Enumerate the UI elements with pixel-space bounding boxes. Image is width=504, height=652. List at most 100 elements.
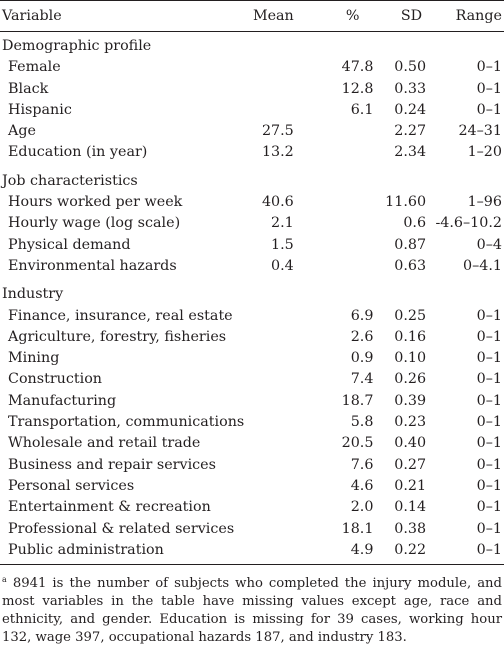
- table-footnote: a 8941 is the number of subjects who com…: [2, 575, 502, 647]
- table-row: Environmental hazards 0.4 0.63 0–4.1: [0, 256, 504, 277]
- cell-range: 0–1: [476, 456, 502, 473]
- section-title: Industry: [2, 286, 64, 303]
- table-row: Transportation, communications 5.8 0.23 0–1: [0, 412, 504, 433]
- header-variable: Variable: [2, 8, 62, 24]
- cell-variable: Female: [8, 59, 61, 76]
- cell-range: 0–1: [476, 499, 502, 516]
- cell-sd: 0.14: [394, 499, 427, 516]
- cell-variable: Wholesale and retail trade: [8, 435, 201, 452]
- cell-variable: Professional & related services: [8, 520, 235, 537]
- descriptive-statistics-table: Variable Mean % SD Range Demographic pro…: [0, 0, 504, 566]
- cell-sd: 0.16: [394, 328, 427, 345]
- cell-mean: [244, 391, 294, 412]
- cell-mean: [244, 57, 294, 78]
- cell-pct: [294, 192, 374, 213]
- table-header-row: Variable Mean % SD Range: [0, 1, 504, 32]
- cell-sd: 0.87: [394, 236, 427, 253]
- header-range: Range: [455, 8, 502, 24]
- cell-mean: [244, 455, 294, 476]
- cell-range: 24–31: [458, 123, 502, 140]
- section-header-row: Job characteristics: [0, 164, 504, 192]
- table-body: Demographic profile Female 47.8 0.50 0–1 Blac…: [0, 32, 504, 565]
- cell-mean: [244, 497, 294, 518]
- cell-mean: 27.5: [261, 123, 294, 140]
- cell-pct: 2.0: [350, 499, 374, 516]
- table-row: Entertainment & recreation 2.0 0.14 0–1: [0, 497, 504, 518]
- cell-variable: Personal services: [8, 477, 135, 494]
- cell-pct: 5.8: [350, 414, 374, 431]
- cell-mean: 40.6: [261, 194, 294, 211]
- header-mean: Mean: [252, 8, 294, 24]
- cell-pct: 7.4: [350, 371, 374, 388]
- cell-range: 0–1: [476, 350, 502, 367]
- cell-sd: 0.10: [394, 350, 427, 367]
- cell-range: 0–1: [476, 435, 502, 452]
- cell-pct: 2.6: [350, 328, 374, 345]
- cell-mean: 0.4: [271, 257, 294, 274]
- cell-sd: 0.22: [394, 541, 427, 558]
- cell-sd: 2.34: [394, 144, 427, 161]
- cell-range: 0–1: [476, 520, 502, 537]
- cell-pct: 4.6: [350, 477, 374, 494]
- cell-sd: 0.40: [394, 435, 427, 452]
- cell-pct: 47.8: [341, 59, 374, 76]
- table-row: Education (in year) 13.2 2.34 1–20: [0, 142, 504, 163]
- cell-sd: 0.21: [394, 477, 427, 494]
- section-header-row: Demographic profile: [0, 32, 504, 58]
- cell-pct: 12.8: [341, 80, 374, 97]
- cell-range: 0–4: [476, 236, 502, 253]
- cell-pct: [294, 235, 374, 256]
- cell-range: -4.6–10.2: [435, 215, 502, 232]
- cell-mean: [244, 519, 294, 540]
- cell-mean: 2.1: [271, 215, 294, 232]
- cell-sd: 0.26: [394, 371, 427, 388]
- cell-pct: [294, 213, 374, 234]
- cell-sd: 0.63: [394, 257, 427, 274]
- cell-variable: Environmental hazards: [8, 257, 177, 274]
- cell-variable: Hourly wage (log scale): [8, 215, 181, 232]
- table-row: Business and repair services 7.6 0.27 0–1: [0, 455, 504, 476]
- table-row: Construction 7.4 0.26 0–1: [0, 369, 504, 390]
- cell-range: 1–20: [467, 144, 502, 161]
- cell-range: 0–4.1: [463, 257, 502, 274]
- table-row: Mining 0.9 0.10 0–1: [0, 348, 504, 369]
- cell-variable: Age: [8, 123, 36, 140]
- table-row: Age 27.5 2.27 24–31: [0, 121, 504, 142]
- cell-variable: Business and repair services: [8, 456, 216, 473]
- cell-variable: Physical demand: [8, 236, 131, 253]
- table-row: Agriculture, forestry, fisheries 2.6 0.16 0…: [0, 327, 504, 348]
- cell-variable: Mining: [8, 350, 60, 367]
- cell-mean: [244, 540, 294, 565]
- cell-sd: 0.27: [394, 456, 427, 473]
- cell-sd: 11.60: [385, 194, 427, 211]
- table-row: Personal services 4.6 0.21 0–1: [0, 476, 504, 497]
- cell-variable: Construction: [8, 371, 103, 388]
- table-row: Physical demand 1.5 0.87 0–4: [0, 235, 504, 256]
- cell-sd: 0.50: [394, 59, 427, 76]
- cell-pct: 18.7: [341, 392, 374, 409]
- cell-mean: [244, 79, 294, 100]
- table-row: Hourly wage (log scale) 2.1 0.6 -4.6–10.2: [0, 213, 504, 234]
- cell-sd: 0.33: [394, 80, 427, 97]
- table-row: Black 12.8 0.33 0–1: [0, 79, 504, 100]
- cell-mean: [244, 327, 294, 348]
- cell-mean: 1.5: [271, 236, 294, 253]
- cell-mean: [244, 433, 294, 454]
- cell-pct: 0.9: [350, 350, 374, 367]
- table-row: Wholesale and retail trade 20.5 0.40 0–1: [0, 433, 504, 454]
- cell-sd: 0.23: [394, 414, 427, 431]
- cell-range: 0–1: [476, 59, 502, 76]
- cell-pct: 7.6: [350, 456, 374, 473]
- cell-pct: 6.9: [350, 307, 374, 324]
- table-row: Public administration 4.9 0.22 0–1: [0, 540, 504, 565]
- cell-range: 0–1: [476, 328, 502, 345]
- footnote-text: 8941 is the number of subjects who compl…: [2, 576, 502, 645]
- header-sd: SD: [400, 8, 423, 24]
- section-title: Job characteristics: [2, 172, 138, 189]
- cell-sd: 0.38: [394, 520, 427, 537]
- table-row: Hours worked per week 40.6 11.60 1–96: [0, 192, 504, 213]
- cell-variable: Black: [8, 80, 49, 97]
- cell-sd: 0.25: [394, 307, 427, 324]
- cell-variable: Transportation, communications: [8, 414, 245, 431]
